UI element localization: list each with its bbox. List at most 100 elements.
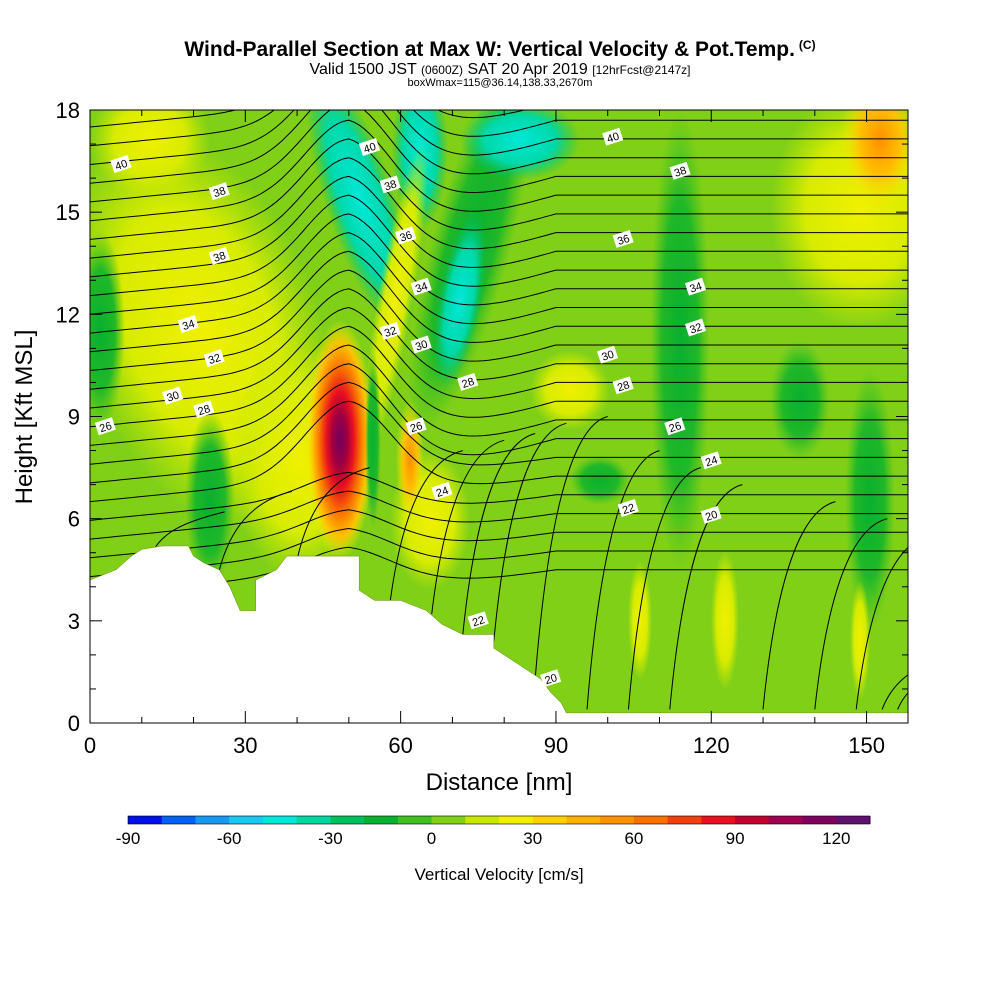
y-tick-label: 6 xyxy=(68,507,80,532)
contour-label: 40 xyxy=(602,127,624,146)
contour-label: 38 xyxy=(208,246,230,265)
copyright-mark: (C) xyxy=(798,38,816,52)
contour-label: 38 xyxy=(669,161,691,180)
contour-label-text: 28 xyxy=(461,376,476,391)
colorbar-swatch xyxy=(667,816,702,824)
velocity-downdraft-region xyxy=(770,340,830,460)
theta-contour xyxy=(90,325,908,428)
contour-label-bg xyxy=(203,349,225,368)
colorbar-swatch xyxy=(128,816,163,824)
theta-contour xyxy=(90,509,908,559)
y-tick-label: 0 xyxy=(68,711,80,736)
contour-label-text: 28 xyxy=(616,379,631,394)
contour-label-text: 38 xyxy=(212,250,227,265)
theta-contour xyxy=(90,119,908,222)
velocity-orange-region xyxy=(396,400,424,520)
theta-contour xyxy=(389,450,463,601)
contour-label-bg xyxy=(208,246,230,265)
colorbar-swatch xyxy=(633,816,669,824)
terrain-mask xyxy=(89,545,908,723)
velocity-downdraft-region xyxy=(90,230,125,430)
contour-label-text: 32 xyxy=(207,352,222,367)
contour-label-text: 38 xyxy=(383,178,398,193)
contour-labels: 4038383432302826403836343230282624222040… xyxy=(94,127,722,687)
y-tick-label: 9 xyxy=(68,405,80,430)
theta-contour xyxy=(534,416,608,679)
valid-date: SAT 20 Apr 2019 xyxy=(467,61,588,78)
y-tick-label: 3 xyxy=(68,609,80,634)
theta-contour xyxy=(881,674,908,710)
colorbar-swatch xyxy=(364,816,399,824)
contour-label-text: 30 xyxy=(414,338,429,353)
velocity-yellow-region xyxy=(628,560,652,680)
contour-label-bg xyxy=(177,315,199,334)
contour-label-text: 38 xyxy=(673,165,688,180)
contour-label: 24 xyxy=(431,481,453,500)
contour-label-text: 32 xyxy=(383,325,398,340)
x-tick-label: 120 xyxy=(693,733,730,758)
contour-label-bg xyxy=(684,318,707,337)
contour-label-text: 34 xyxy=(688,280,703,295)
contour-label: 36 xyxy=(612,229,634,248)
theta-contour xyxy=(90,269,908,371)
contour-label: 28 xyxy=(612,376,634,395)
colorbar-tick-label: -90 xyxy=(116,829,141,848)
contour-label-text: 24 xyxy=(704,454,719,469)
x-axis: 0 30 60 90 120 150 xyxy=(84,110,885,758)
velocity-yellow-region xyxy=(711,550,739,690)
contour-label: 40 xyxy=(110,155,132,173)
colorbar-swatch xyxy=(600,816,635,824)
colorbar-tick-label: -60 xyxy=(217,829,242,848)
velocity-downdraft-region xyxy=(185,410,235,590)
contour-label-bg xyxy=(208,182,230,201)
theta-contour xyxy=(493,422,567,642)
contour-label-bg xyxy=(193,400,215,419)
contour-label-bg xyxy=(612,376,634,395)
contour-label-text: 26 xyxy=(98,420,113,435)
theta-contour xyxy=(90,175,908,278)
velocity-yellow-region xyxy=(530,350,610,430)
x-tick-label: 30 xyxy=(233,733,257,758)
colorbar-swatch xyxy=(566,816,601,824)
theta-contour xyxy=(762,501,836,710)
contour-label-bg xyxy=(596,345,619,364)
contour-label-text: 24 xyxy=(435,485,450,500)
contour-label: 32 xyxy=(684,318,707,337)
contour-label-text: 26 xyxy=(668,420,683,435)
theta-contour xyxy=(90,110,908,184)
contour-label: 30 xyxy=(410,335,432,354)
colorbar-swatch xyxy=(330,816,365,824)
colorbar-tick-label: 0 xyxy=(427,829,436,848)
contour-label-bg xyxy=(617,499,639,517)
colorbar-swatch xyxy=(229,816,264,824)
theta-contour xyxy=(90,232,908,334)
contour-label-bg xyxy=(162,386,184,405)
contour-label: 26 xyxy=(405,417,427,435)
colorbar-swatch xyxy=(768,816,804,824)
contour-label-text: 40 xyxy=(114,158,129,173)
velocity-orange-region xyxy=(840,110,908,210)
colorbar-tick-label: -30 xyxy=(318,829,343,848)
contour-label-bg xyxy=(467,611,489,630)
contour-label-bg xyxy=(669,161,691,180)
colorbar-swatch xyxy=(465,816,500,824)
valid-utc: (0600Z) xyxy=(420,63,463,77)
theta-contour xyxy=(90,110,527,128)
contour-label-bg xyxy=(664,417,686,436)
contour-label: 32 xyxy=(203,349,225,368)
contour-label-text: 30 xyxy=(600,349,615,364)
contour-label-bg xyxy=(700,505,722,524)
theta-contour xyxy=(462,433,536,635)
contour-label-text: 20 xyxy=(704,509,719,524)
velocity-downdraft-region xyxy=(365,350,381,530)
contour-label-bg xyxy=(410,277,432,296)
colorbar-swatch xyxy=(735,816,770,824)
contour-label-bg xyxy=(94,417,116,436)
contour-label-bg xyxy=(612,229,634,248)
velocity-cyan-region xyxy=(433,211,487,389)
potential-temperature-contours xyxy=(90,110,908,710)
contour-label-text: 36 xyxy=(616,233,631,248)
colorbar-tick-label: 30 xyxy=(523,829,542,848)
x-tick-label: 150 xyxy=(848,733,885,758)
